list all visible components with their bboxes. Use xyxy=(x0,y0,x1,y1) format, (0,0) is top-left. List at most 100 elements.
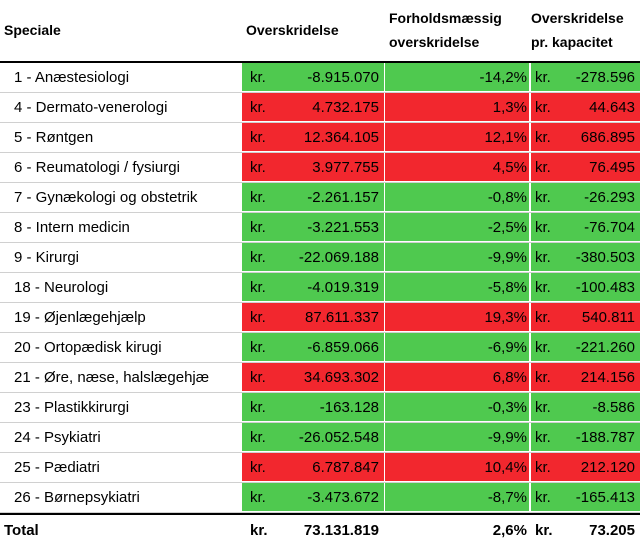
amount-cell: kr. -4.019.319 xyxy=(242,273,384,301)
pct-value: 4,5% xyxy=(492,159,527,176)
pct-cell: 19,3% xyxy=(385,303,529,331)
capacity-cell: kr. 44.643 xyxy=(531,93,640,121)
table-body: 1 - Anæstesiologi kr. -8.915.070 -14,2% kr. -… xyxy=(0,63,640,513)
pct-cell: -0,8% xyxy=(385,183,529,211)
amount-cell: kr. -163.128 xyxy=(242,393,384,421)
table-row: 6 - Reumatologi / fysiurgi kr. 3.977.755 4,… xyxy=(0,153,640,183)
total-label: Total xyxy=(4,522,39,539)
currency-label: kr. xyxy=(250,249,266,266)
currency-label: kr. xyxy=(535,69,551,86)
amount-cell: kr. -26.052.548 xyxy=(242,423,384,451)
amount-cell: kr. 6.787.847 xyxy=(242,453,384,481)
amount-cell: kr. 12.364.105 xyxy=(242,123,384,151)
header-capacity-line1: Overskridelse xyxy=(531,10,624,26)
amount-cell: kr. -8.915.070 xyxy=(242,63,384,91)
capacity-value: -188.787 xyxy=(575,429,635,446)
amount-cell: kr. 87.611.337 xyxy=(242,303,384,331)
total-pct-cell: 2,6% xyxy=(385,515,529,546)
amount-value: -6.859.066 xyxy=(307,339,379,356)
speciale-name: 18 - Neurologi xyxy=(14,279,109,296)
capacity-value: -380.503 xyxy=(575,249,635,266)
total-cap-cell: kr. 73.205 xyxy=(531,515,640,546)
capacity-cell: kr. -380.503 xyxy=(531,243,640,271)
header-overskridelse: Overskridelse xyxy=(246,22,339,38)
total-cap: 73.205 xyxy=(589,522,635,539)
pct-value: 1,3% xyxy=(492,99,527,116)
capacity-value: -278.596 xyxy=(575,69,635,86)
table-row: 5 - Røntgen kr. 12.364.105 12,1% kr. 686.895 xyxy=(0,123,640,153)
speciale-name: 19 - Øjenlægehjælp xyxy=(14,309,146,326)
pct-cell: 10,4% xyxy=(385,453,529,481)
table-row: 24 - Psykiatri kr. -26.052.548 -9,9% kr. -188… xyxy=(0,423,640,453)
pct-value: -0,3% xyxy=(487,399,527,416)
table-row: 4 - Dermato-venerologi kr. 4.732.175 1,3% kr… xyxy=(0,93,640,123)
currency-label: kr. xyxy=(535,369,551,386)
currency-label: kr. xyxy=(535,309,551,326)
header-capacity: Overskridelse pr. kapacitet xyxy=(531,6,640,54)
currency-label: kr. xyxy=(250,279,266,296)
header-capacity-line2: pr. kapacitet xyxy=(531,34,613,50)
amount-cell: kr. -2.261.157 xyxy=(242,183,384,211)
currency-label: kr. xyxy=(535,99,551,116)
pct-cell: -2,5% xyxy=(385,213,529,241)
amount-value: -26.052.548 xyxy=(298,429,379,446)
pct-value: -9,9% xyxy=(487,249,527,266)
capacity-value: 540.811 xyxy=(581,309,635,326)
currency-label: kr. xyxy=(535,279,551,296)
currency-label: kr. xyxy=(535,522,553,539)
capacity-cell: kr. -100.483 xyxy=(531,273,640,301)
amount-cell: kr. -22.069.188 xyxy=(242,243,384,271)
amount-value: -22.069.188 xyxy=(298,249,379,266)
pct-value: -9,9% xyxy=(487,429,527,446)
speciale-name: 24 - Psykiatri xyxy=(14,429,101,446)
pct-cell: 1,3% xyxy=(385,93,529,121)
currency-label: kr. xyxy=(535,159,551,176)
capacity-cell: kr. -26.293 xyxy=(531,183,640,211)
speciale-name: 5 - Røntgen xyxy=(14,129,94,146)
table-row: 26 - Børnepsykiatri kr. -3.473.672 -8,7% kr.… xyxy=(0,483,640,513)
pct-cell: -9,9% xyxy=(385,423,529,451)
capacity-cell: kr. 214.156 xyxy=(531,363,640,391)
amount-value: -3.221.553 xyxy=(307,219,379,236)
speciale-name: 21 - Øre, næse, halslægehjæ xyxy=(14,369,210,386)
currency-label: kr. xyxy=(250,159,266,176)
currency-label: kr. xyxy=(250,369,266,386)
table-row: 21 - Øre, næse, halslægehjæ kr. 34.693.302… xyxy=(0,363,640,393)
currency-label: kr. xyxy=(535,399,551,416)
pct-value: 12,1% xyxy=(484,129,527,146)
amount-value: 4.732.175 xyxy=(312,99,379,116)
capacity-value: 44.643 xyxy=(589,99,635,116)
pct-cell: 6,8% xyxy=(385,363,529,391)
amount-value: 6.787.847 xyxy=(312,459,379,476)
pct-value: -14,2% xyxy=(479,69,527,86)
pct-value: -5,8% xyxy=(487,279,527,296)
speciale-name: 23 - Plastikkirurgi xyxy=(14,399,130,416)
pct-cell: -9,9% xyxy=(385,243,529,271)
amount-value: -4.019.319 xyxy=(307,279,379,296)
currency-label: kr. xyxy=(535,189,551,206)
amount-cell: kr. 34.693.302 xyxy=(242,363,384,391)
capacity-cell: kr. -221.260 xyxy=(531,333,640,361)
capacity-value: 76.495 xyxy=(589,159,635,176)
amount-cell: kr. 3.977.755 xyxy=(242,153,384,181)
capacity-cell: kr. -278.596 xyxy=(531,63,640,91)
pct-cell: 4,5% xyxy=(385,153,529,181)
currency-label: kr. xyxy=(250,69,266,86)
table-row: 20 - Ortopædisk kirugi kr. -6.859.066 -6,9%… xyxy=(0,333,640,363)
pct-cell: -8,7% xyxy=(385,483,529,511)
header-relative-line1: Forholdsmæssig xyxy=(389,10,502,26)
pct-cell: 12,1% xyxy=(385,123,529,151)
total-amount: 73.131.819 xyxy=(303,522,379,539)
pct-value: 6,8% xyxy=(492,369,527,386)
speciale-name: 8 - Intern medicin xyxy=(14,219,130,236)
table-row: 19 - Øjenlægehjælp kr. 87.611.337 19,3% kr. 5… xyxy=(0,303,640,333)
amount-value: -163.128 xyxy=(319,399,379,416)
table-row: 23 - Plastikkirurgi kr. -163.128 -0,3% kr. -8… xyxy=(0,393,640,423)
table-header: Speciale Overskridelse Forholdsmæssig ov… xyxy=(0,0,640,63)
speciale-name: 6 - Reumatologi / fysiurgi xyxy=(14,159,180,176)
pct-value: -0,8% xyxy=(487,189,527,206)
capacity-value: 686.895 xyxy=(580,129,635,146)
pct-cell: -0,3% xyxy=(385,393,529,421)
amount-value: 87.611.337 xyxy=(305,309,379,326)
